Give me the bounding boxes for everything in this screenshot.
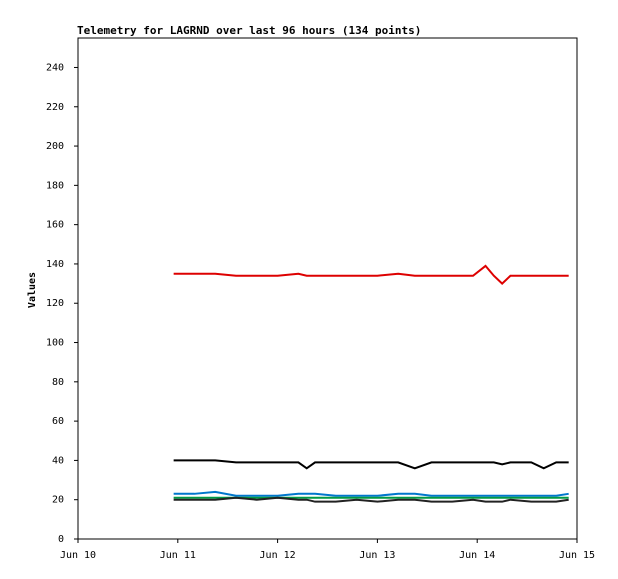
y-tick-label: 40 [52,455,64,466]
x-tick-label: Jun 13 [359,550,395,561]
y-tick-label: 140 [46,259,64,270]
y-tick-label: 180 [46,180,64,191]
series-line [173,496,569,503]
plot-frame [77,37,578,540]
y-tick-label: 0 [58,534,64,545]
x-tick-label: Jun 14 [459,550,495,561]
series-line [173,490,569,497]
y-tick-label: 80 [52,377,64,388]
y-tick-label: 160 [46,220,64,231]
y-tick-label: 200 [46,141,64,152]
x-tick-label: Jun 12 [260,550,296,561]
y-tick-label: 60 [52,416,64,427]
y-tick-label: 220 [46,102,64,113]
series-line [173,264,569,285]
chart-title: Telemetry for LAGRND over last 96 hours … [77,24,421,37]
y-tick-label: 100 [46,338,64,349]
y-axis-label: Values [27,272,38,308]
series-line [173,459,569,470]
x-tick-label: Jun 11 [160,550,196,561]
y-tick-label: 20 [52,495,64,506]
y-tick-label: 120 [46,298,64,309]
x-tick-label: Jun 10 [60,550,96,561]
y-tick-label: 240 [46,62,64,73]
x-tick-label: Jun 15 [559,550,595,561]
